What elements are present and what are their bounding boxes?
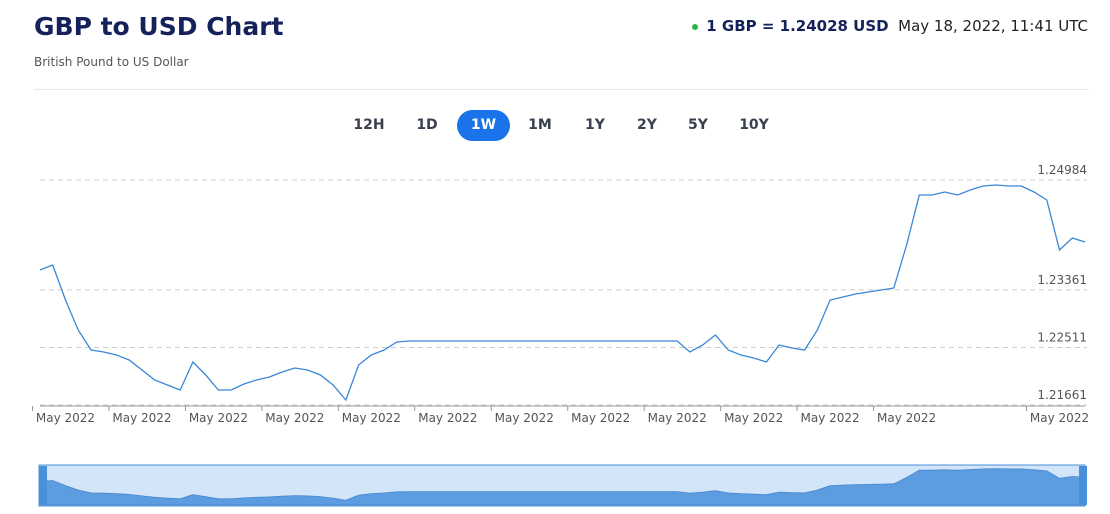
y-tick-label: 1.21661 <box>1037 388 1087 402</box>
x-tick-label: May 2022 <box>877 411 936 425</box>
x-tick-label: May 2022 <box>724 411 783 425</box>
price-line <box>39 184 1086 402</box>
navigator-handle <box>1079 466 1087 505</box>
x-tick-label: May 2022 <box>495 411 554 425</box>
range-button[interactable]: 1W <box>457 110 510 141</box>
rate: 1 GBP = 1.24028 USD <box>706 17 889 35</box>
range-button[interactable]: 10Y <box>739 117 769 133</box>
x-tick-label: May 2022 <box>648 411 707 425</box>
x-tick-label: May 2022 <box>571 411 630 425</box>
y-tick-label: 1.22511 <box>1037 330 1087 344</box>
x-tick-label: May 2022 <box>418 411 477 425</box>
range-button[interactable]: 1Y <box>585 117 605 133</box>
range-button[interactable]: 12H <box>353 117 385 133</box>
navigator-handle <box>39 466 47 505</box>
subtitle: British Pound to US Dollar <box>34 55 189 69</box>
x-tick-label: May 2022 <box>265 411 324 425</box>
y-tick-label: 1.24984 <box>1037 163 1087 177</box>
x-tick-label: May 2022 <box>342 411 401 425</box>
x-tick-label: May 2022 <box>112 411 171 425</box>
range-button[interactable]: 1M <box>528 117 552 133</box>
x-tick-label: May 2022 <box>801 411 860 425</box>
navigator-area <box>39 468 1086 506</box>
divider <box>34 89 1089 90</box>
x-tick-label: May 2022 <box>189 411 248 425</box>
range-selector: 12H 1D 1W 1M 1Y 2Y 5Y 10Y <box>0 110 1110 142</box>
title: GBP to USD Chart <box>34 12 284 41</box>
x-tick-label: May 2022 <box>36 411 95 425</box>
timestamp: May 18, 2022, 11:41 UTC <box>898 17 1088 35</box>
range-button[interactable]: 1D <box>416 117 438 133</box>
rate-box: 1 GBP = 1.24028 USD May 18, 2022, 11:41 … <box>692 17 1088 35</box>
range-button[interactable]: 2Y <box>637 117 657 133</box>
range-button[interactable]: 5Y <box>688 117 708 133</box>
live-dot <box>692 23 699 30</box>
y-tick-label: 1.23361 <box>1037 273 1087 287</box>
x-tick-label: May 2022 <box>1030 411 1089 425</box>
